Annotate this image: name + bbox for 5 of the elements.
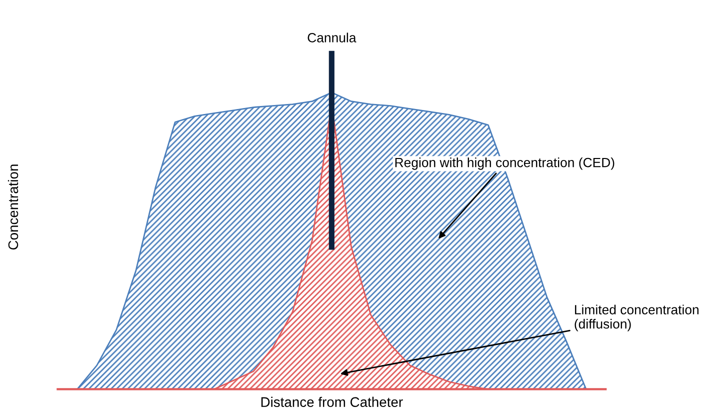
x-axis-title: Distance from Catheter [261,396,403,407]
annotation: Limited concentration (diffusion) [574,304,698,332]
y-axis-title: Concentration [8,164,18,250]
annotation: Region with high concentration (CED) [395,158,614,170]
text: Cannula [308,32,356,42]
